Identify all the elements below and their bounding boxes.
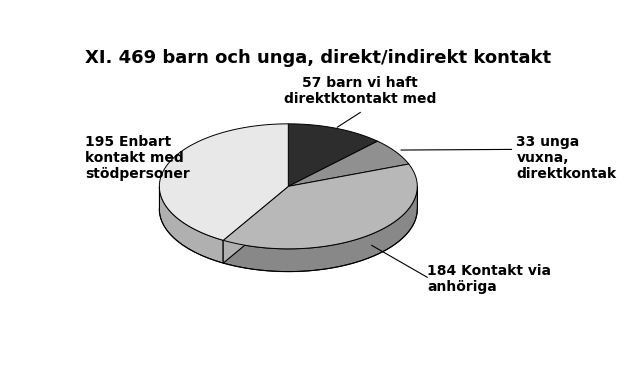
Polygon shape (288, 141, 409, 186)
Polygon shape (159, 187, 223, 263)
Text: 184 Kontakt via
anhöriga: 184 Kontakt via anhöriga (428, 264, 551, 294)
Text: XI. 469 barn och unga, direkt/indirekt kontakt: XI. 469 barn och unga, direkt/indirekt k… (85, 49, 551, 66)
Text: 33 unga
vuxna,
direktkontak: 33 unga vuxna, direktkontak (516, 135, 616, 181)
Polygon shape (223, 186, 288, 263)
Polygon shape (159, 209, 417, 272)
Polygon shape (223, 164, 417, 249)
Polygon shape (159, 124, 288, 240)
Polygon shape (223, 186, 288, 263)
Polygon shape (223, 187, 417, 272)
Text: 195 Enbart
kontakt med
stödpersoner: 195 Enbart kontakt med stödpersoner (85, 135, 189, 181)
Polygon shape (288, 124, 378, 186)
Text: 57 barn vi haft
direktktontakt med: 57 barn vi haft direktktontakt med (284, 76, 436, 106)
